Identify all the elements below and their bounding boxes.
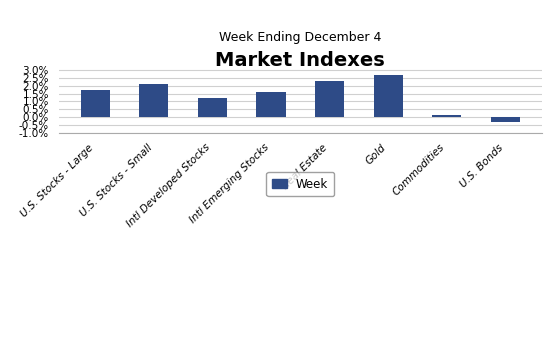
Bar	[432, 115, 461, 117]
Text: Week Ending December 4: Week Ending December 4	[219, 31, 382, 44]
Bar	[491, 117, 520, 122]
Bar	[81, 91, 110, 117]
Bar	[198, 98, 227, 117]
Bar	[374, 75, 403, 117]
Bar	[315, 81, 344, 117]
Title: Market Indexes: Market Indexes	[216, 51, 385, 70]
Legend: Week: Week	[266, 172, 334, 197]
Bar	[256, 92, 286, 117]
Bar	[139, 84, 168, 117]
